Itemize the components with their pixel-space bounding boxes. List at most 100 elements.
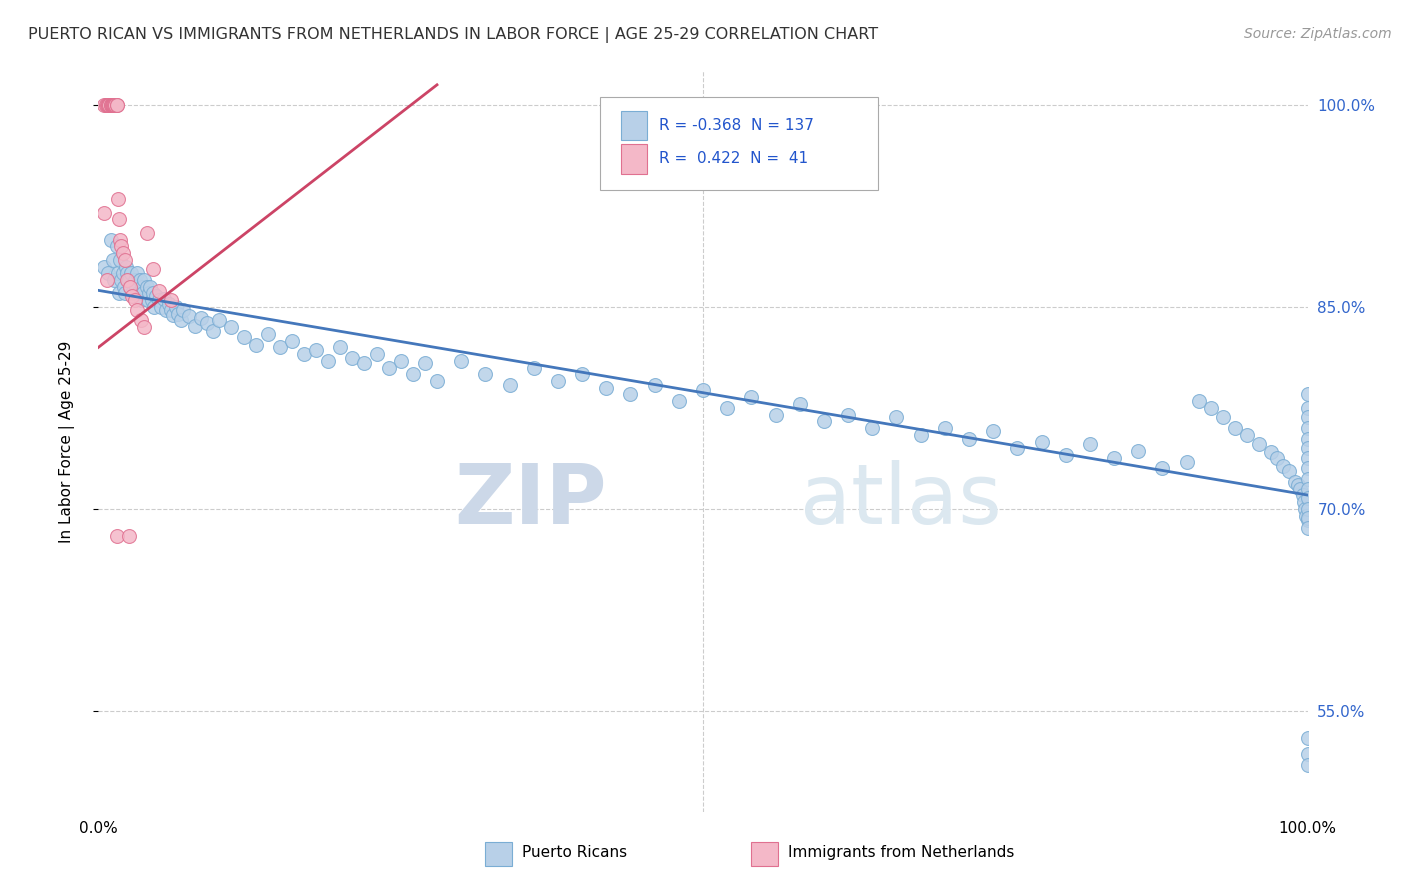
Point (112, 279, 135, 293)
Point (148, 293, 170, 308)
Point (256, 326, 278, 341)
Point (167, 307, 190, 321)
Point (127, 266, 149, 280)
Point (107, 192, 129, 206)
Point (389, 353, 412, 368)
Point (118, 529, 141, 543)
Point (148, 284, 170, 298)
Point (1236, 427, 1258, 442)
Point (114, 286, 136, 301)
Point (668, 394, 690, 409)
Point (353, 356, 375, 370)
Point (1296, 521, 1319, 535)
Point (135, 226, 157, 240)
Point (93, 98, 115, 112)
Point (1296, 442, 1319, 456)
Point (145, 289, 167, 303)
Point (101, 252, 124, 267)
Point (100, 98, 122, 112)
Point (160, 302, 183, 317)
Text: atlas: atlas (800, 460, 1001, 541)
Point (141, 293, 163, 308)
Point (1296, 511, 1319, 525)
Point (366, 347, 388, 361)
Point (118, 279, 141, 293)
Point (1296, 401, 1319, 415)
Text: R =  0.422  N =  41: R = 0.422 N = 41 (659, 152, 808, 166)
Point (150, 300, 173, 314)
Point (190, 310, 212, 325)
Point (104, 98, 127, 112)
Point (837, 408, 859, 422)
Point (474, 368, 496, 382)
Point (96, 273, 118, 287)
Point (934, 421, 956, 435)
Point (789, 397, 811, 411)
Point (155, 302, 177, 317)
Point (115, 260, 138, 274)
Point (595, 381, 617, 395)
Point (131, 279, 153, 293)
Point (111, 266, 134, 280)
Point (813, 414, 835, 428)
Y-axis label: In Labor Force | Age 25-29: In Labor Force | Age 25-29 (59, 341, 75, 542)
Point (886, 410, 908, 425)
Point (1296, 501, 1319, 516)
Point (1078, 437, 1101, 451)
Text: PUERTO RICAN VS IMMIGRANTS FROM NETHERLANDS IN LABOR FORCE | AGE 25-29 CORRELATI: PUERTO RICAN VS IMMIGRANTS FROM NETHERLA… (28, 27, 879, 43)
Point (179, 310, 201, 324)
Point (1296, 747, 1319, 761)
Point (98, 98, 121, 112)
Point (136, 293, 159, 308)
Point (1212, 410, 1234, 425)
Point (132, 286, 155, 301)
Point (1296, 482, 1319, 496)
Point (117, 273, 139, 287)
Point (118, 279, 141, 293)
Point (342, 351, 364, 365)
Point (1223, 421, 1246, 435)
Point (120, 266, 142, 280)
Point (103, 98, 125, 112)
Point (402, 368, 425, 382)
Point (221, 320, 243, 334)
Point (1296, 421, 1319, 435)
Point (138, 286, 160, 301)
Point (143, 300, 166, 314)
Point (1267, 450, 1289, 465)
Point (1296, 410, 1319, 425)
Point (316, 353, 339, 368)
Point (281, 334, 304, 348)
Point (765, 408, 787, 422)
Point (1278, 464, 1301, 478)
Point (619, 387, 641, 401)
Point (1296, 387, 1319, 401)
Point (232, 329, 254, 343)
Point (1296, 513, 1319, 527)
Point (184, 318, 207, 333)
Point (1292, 488, 1315, 502)
Point (162, 308, 184, 322)
Point (1007, 442, 1029, 456)
Point (127, 286, 149, 301)
Point (105, 98, 128, 112)
Point (269, 340, 291, 354)
Point (1152, 461, 1174, 475)
Point (103, 273, 125, 287)
Point (124, 273, 146, 287)
Point (96, 98, 118, 112)
Point (1188, 394, 1211, 409)
Text: Puerto Ricans: Puerto Ricans (522, 845, 627, 860)
Point (377, 360, 399, 375)
Point (1296, 731, 1319, 745)
Point (108, 286, 131, 301)
FancyBboxPatch shape (621, 144, 647, 174)
Point (101, 98, 124, 112)
Point (1249, 437, 1271, 451)
Point (208, 313, 231, 327)
Point (740, 390, 762, 404)
Point (1296, 450, 1319, 465)
Point (1296, 757, 1319, 772)
Point (981, 424, 1004, 438)
Point (110, 239, 132, 253)
